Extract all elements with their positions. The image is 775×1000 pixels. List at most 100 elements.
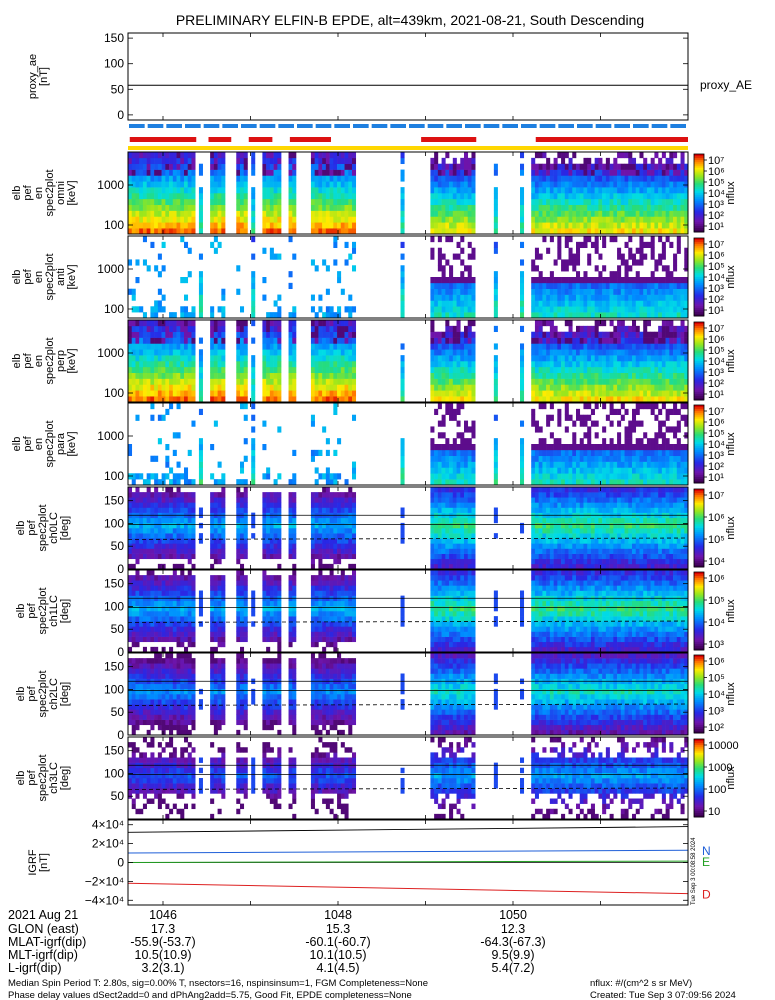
heatmap-cell <box>243 492 248 498</box>
heatmap-cell <box>161 507 166 513</box>
heatmap-cell <box>131 492 136 498</box>
heatmap-cell <box>437 390 442 397</box>
heatmap-cell <box>191 479 196 486</box>
heatmap-cell <box>613 390 618 397</box>
heatmap-cell <box>456 467 461 474</box>
heatmap-cell <box>654 403 659 410</box>
heatmap-cell <box>191 390 196 397</box>
heatmap-cell <box>449 277 454 284</box>
heatmap-cell <box>609 390 614 397</box>
heatmap-cell <box>467 384 472 391</box>
heatmap-cell <box>658 473 663 480</box>
panel-frame <box>127 402 689 486</box>
heatmap-cell <box>337 366 342 374</box>
heatmap-cell <box>198 349 203 356</box>
heatmap-cell <box>310 216 315 223</box>
heatmap-cell <box>180 378 185 385</box>
heatmap-cell <box>609 467 614 474</box>
heatmap-cell <box>150 455 155 462</box>
colorbar-segment <box>694 445 704 449</box>
heatmap-cell <box>579 277 584 284</box>
heatmap-cell <box>661 265 666 272</box>
heatmap-cell <box>449 282 454 290</box>
heatmap-cell <box>344 372 349 379</box>
heatmap-cell <box>534 372 539 379</box>
heatmap-cell <box>564 169 569 176</box>
heatmap-cell <box>142 528 147 534</box>
heatmap-cell <box>191 157 196 165</box>
heatmap-cell <box>262 528 267 534</box>
heatmap-cell <box>325 222 330 229</box>
heatmap-cell <box>157 271 162 278</box>
heatmap-cell <box>661 320 666 327</box>
heatmap-cell <box>210 204 215 211</box>
heatmap-cell <box>269 507 274 513</box>
heatmap-cell <box>262 222 267 229</box>
heatmap-cell <box>579 355 584 362</box>
heatmap-cell <box>628 331 633 338</box>
heatmap-cell <box>684 300 689 307</box>
heatmap-cell <box>210 533 215 539</box>
heatmap-cell <box>310 193 315 200</box>
heatmap-cell <box>635 372 640 379</box>
heatmap-cell <box>157 497 162 503</box>
heatmap-cell <box>128 533 133 539</box>
heatmap-cell <box>684 169 689 176</box>
heatmap-cell <box>542 449 547 457</box>
heatmap-cell <box>318 325 323 333</box>
heatmap-cell <box>452 337 457 344</box>
heatmap-cell <box>590 337 595 344</box>
heatmap-cell <box>684 294 689 301</box>
heatmap-cell <box>628 300 633 307</box>
heatmap-cell <box>460 181 465 188</box>
heatmap-cell <box>572 222 577 229</box>
heatmap-cell <box>318 193 323 200</box>
heatmap-cell <box>661 253 666 260</box>
heatmap-cell <box>594 331 599 338</box>
heatmap-cell <box>352 169 357 176</box>
heatmap-cell <box>176 210 181 217</box>
heatmap-cell <box>639 467 644 474</box>
heatmap-cell <box>180 361 185 368</box>
heatmap-cell <box>430 372 435 379</box>
heatmap-cell <box>624 479 629 486</box>
heatmap-cell <box>583 277 588 284</box>
heatmap-cell <box>676 426 681 433</box>
heatmap-cell <box>445 449 450 457</box>
heatmap-cell <box>266 538 271 544</box>
heatmap-cell <box>602 378 607 385</box>
heatmap-cell <box>266 187 271 194</box>
heatmap-cell <box>198 455 203 462</box>
colorbar-segment <box>694 453 704 457</box>
heatmap-cell <box>169 543 174 549</box>
heatmap-cell <box>273 522 278 529</box>
heatmap-cell <box>493 366 498 374</box>
heatmap-cell <box>665 294 670 301</box>
heatmap-cell <box>180 320 185 327</box>
heatmap-cell <box>277 253 282 260</box>
heatmap-cell <box>217 157 222 165</box>
heatmap-cell <box>430 343 435 350</box>
heatmap-cell <box>639 253 644 260</box>
heatmap-cell <box>632 343 637 350</box>
heatmap-cell <box>161 169 166 176</box>
heatmap-cell <box>456 241 461 249</box>
colorbar-segment <box>694 181 704 184</box>
heatmap-cell <box>292 543 297 549</box>
heatmap-cell <box>210 538 215 544</box>
heatmap-cell <box>262 372 267 379</box>
heatmap-cell <box>449 169 454 176</box>
heatmap-cell <box>617 163 622 170</box>
heatmap-cell <box>676 241 681 249</box>
heatmap-cell <box>609 204 614 211</box>
heatmap-cell <box>430 236 435 243</box>
heatmap-cell <box>146 210 151 217</box>
heatmap-cell <box>128 210 133 217</box>
heatmap-cell <box>576 306 581 313</box>
heatmap-cell <box>639 198 644 206</box>
heatmap-cell <box>531 449 536 457</box>
heatmap-cell <box>646 193 651 200</box>
heatmap-cell <box>172 204 177 211</box>
heatmap-cell <box>262 553 267 560</box>
heatmap-cell <box>557 277 562 284</box>
